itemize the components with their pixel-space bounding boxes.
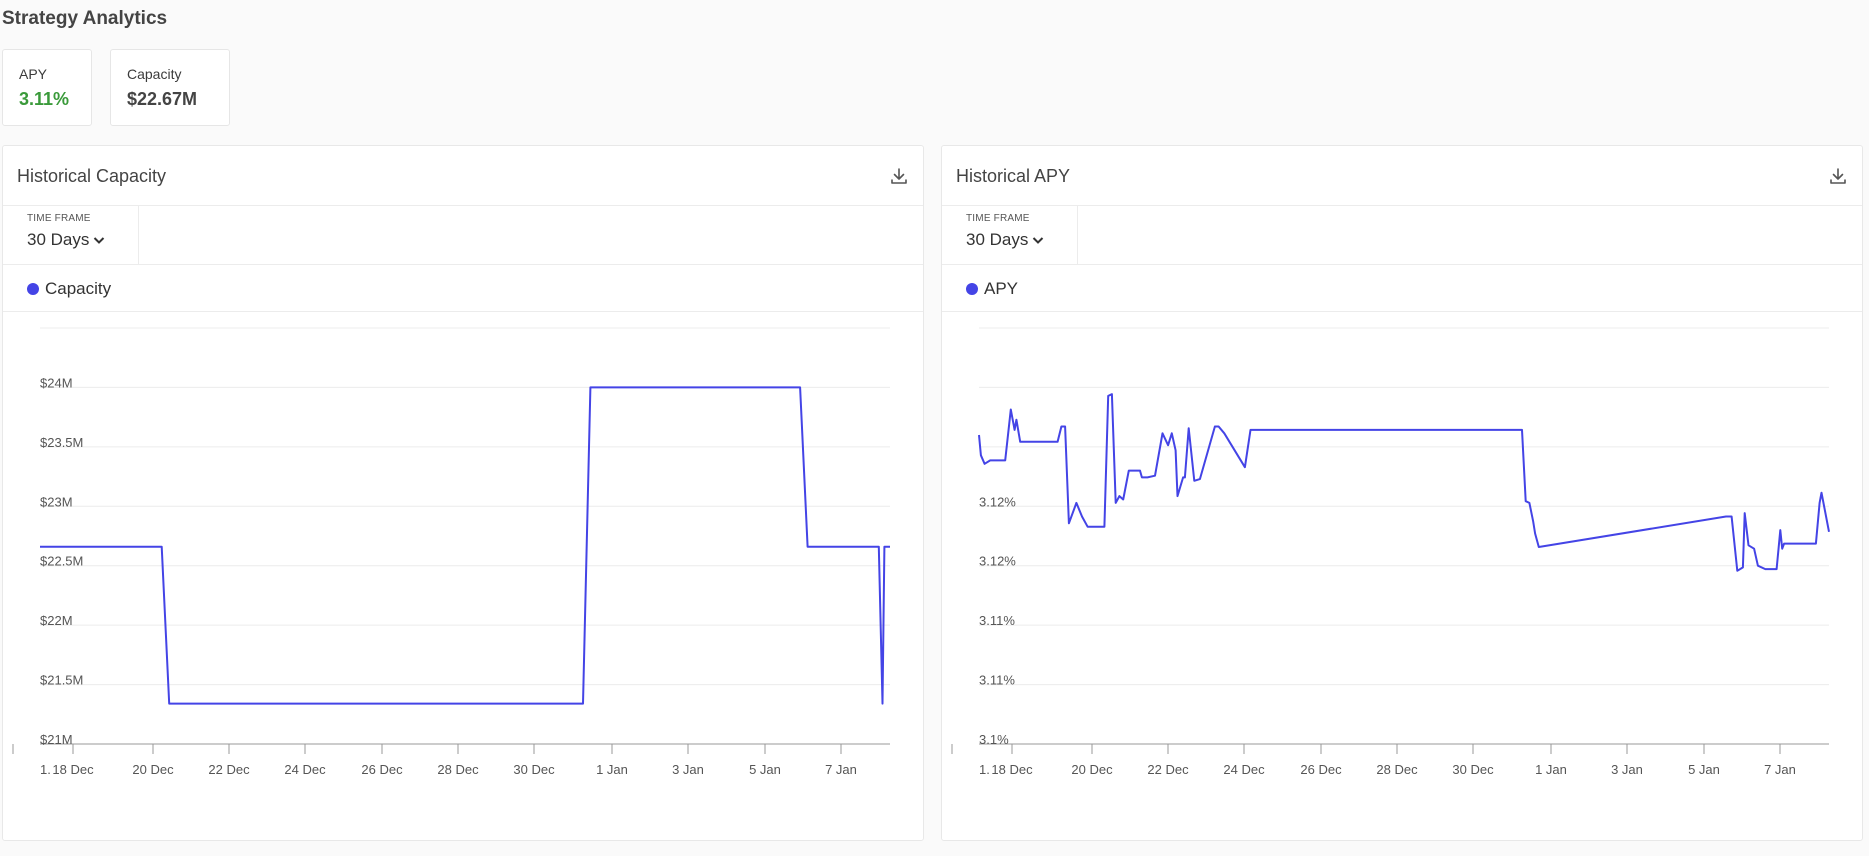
x-tick-label: 1. (40, 762, 51, 777)
y-tick-label: 3.12% (979, 554, 1016, 569)
x-tick-label: 26 Dec (1300, 762, 1342, 777)
legend-dot (27, 283, 39, 295)
y-tick-label: $22.5M (40, 554, 83, 569)
legend-label: Capacity (45, 279, 112, 298)
timeframe-row: TIME FRAME 30 Days (942, 206, 1862, 265)
x-tick-label: 30 Dec (1452, 762, 1494, 777)
apy-stat-card: APY 3.11% (2, 49, 92, 126)
apy-stat-value: 3.11% (19, 89, 70, 109)
y-tick-label: $21.5M (40, 673, 83, 688)
timeframe-value-wrap: 30 Days (966, 230, 1077, 250)
y-tick-label: $23.5M (40, 435, 83, 450)
x-tick-label: 22 Dec (1147, 762, 1189, 777)
legend-label: APY (984, 279, 1019, 298)
timeframe-label: TIME FRAME (966, 213, 1030, 224)
x-tick-label: 3 Jan (1611, 762, 1643, 777)
timeframe-dropdown[interactable]: TIME FRAME 30 Days (942, 206, 1078, 264)
y-tick-label: 3.1% (979, 732, 1009, 747)
panel-title: Historical Capacity (17, 166, 167, 186)
x-tick-label: 28 Dec (437, 762, 479, 777)
timeframe-label: TIME FRAME (27, 213, 91, 224)
x-tick-label: 18 Dec (52, 762, 94, 777)
capacity-stat-value: $22.67M (127, 89, 198, 109)
x-tick-label: 26 Dec (361, 762, 403, 777)
x-tick-label: 30 Dec (513, 762, 555, 777)
y-tick-label: 3.12% (979, 494, 1016, 509)
x-tick-label: 7 Jan (1764, 762, 1796, 777)
apy-stat-label: APY (19, 66, 48, 82)
timeframe-value-wrap: 30 Days (27, 230, 138, 250)
download-icon[interactable] (1828, 166, 1848, 186)
y-tick-label: $24M (40, 375, 73, 390)
x-tick-label: 24 Dec (284, 762, 326, 777)
timeframe-row: TIME FRAME 30 Days (3, 206, 923, 265)
y-tick-label: $22M (40, 613, 73, 628)
x-tick-label: 1. (979, 762, 990, 777)
x-tick-label: 24 Dec (1223, 762, 1265, 777)
legend-row: APY (942, 265, 1862, 312)
legend-item-capacity[interactable]: Capacity (27, 279, 111, 299)
download-icon[interactable] (889, 166, 909, 186)
legend-dot (966, 283, 978, 295)
x-tick-label: 1 Jan (596, 762, 628, 777)
legend-row: Capacity (3, 265, 923, 312)
x-tick-label: 20 Dec (132, 762, 174, 777)
historical-apy-panel: Historical APY TIME FRAME 30 Days APY 3.… (941, 145, 1863, 841)
y-tick-label: $21M (40, 732, 73, 747)
x-tick-label: 1 Jan (1535, 762, 1567, 777)
panel-header: Historical APY (942, 146, 1862, 206)
x-tick-label: 28 Dec (1376, 762, 1418, 777)
x-tick-label: 5 Jan (1688, 762, 1720, 777)
apy-chart: 3.1% 3.11% 3.11% 3.12% 3.12% 1. 18 Dec 20 Dec 22… (951, 327, 1830, 777)
capacity-stat-card: Capacity $22.67M (110, 49, 230, 126)
panel-title: Historical APY (956, 166, 1071, 186)
timeframe-value: 30 Days (27, 230, 90, 249)
y-tick-label: 3.11% (979, 613, 1015, 628)
x-tick-label: 18 Dec (991, 762, 1033, 777)
capacity-chart: $21M $21.5M $22M $22.5M $23M $23.5M $24M 1. 18 D… (12, 327, 890, 777)
series-line-capacity (40, 386, 890, 705)
series-line-apy (978, 393, 1830, 572)
y-tick-label: $23M (40, 494, 73, 509)
x-tick-label: 3 Jan (672, 762, 704, 777)
x-tick-label: 5 Jan (749, 762, 781, 777)
page-title: Strategy Analytics (2, 8, 168, 29)
x-tick-label: 7 Jan (825, 762, 857, 777)
x-tick-label: 20 Dec (1071, 762, 1113, 777)
y-tick-label: 3.11% (979, 673, 1015, 688)
x-tick-label: 22 Dec (208, 762, 250, 777)
chevron-down-icon (1033, 237, 1044, 244)
legend-item-apy[interactable]: APY (966, 279, 1018, 299)
capacity-stat-label: Capacity (127, 66, 182, 82)
historical-capacity-panel: Historical Capacity TIME FRAME 30 Days C… (2, 145, 924, 841)
timeframe-dropdown[interactable]: TIME FRAME 30 Days (3, 206, 139, 264)
timeframe-value: 30 Days (966, 230, 1029, 249)
chevron-down-icon (94, 237, 105, 244)
panel-header: Historical Capacity (3, 146, 923, 206)
